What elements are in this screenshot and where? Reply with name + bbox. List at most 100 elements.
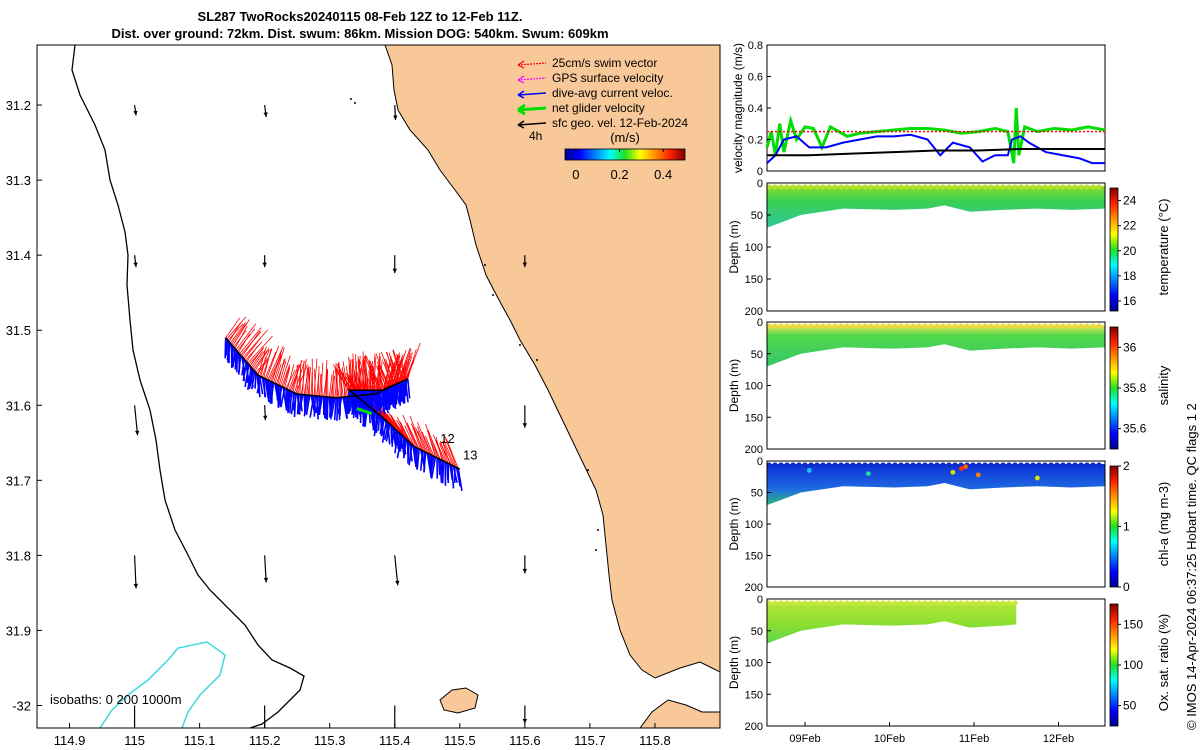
dive-current-vector (363, 405, 369, 428)
surface-dot (1018, 323, 1024, 329)
heatmap-fill (767, 602, 1017, 644)
dive-current-vector (326, 396, 329, 420)
legend-gps-velocity: GPS surface velocity (517, 71, 663, 85)
swim-vector (308, 365, 311, 396)
surface-dot (868, 184, 874, 190)
colorbar-ticks: 0 0.2 0.4 (572, 149, 672, 182)
swim-vector (313, 358, 318, 396)
swim-vector (384, 361, 391, 390)
depth-tick-label: 150 (745, 689, 763, 701)
dive-current-vector (309, 395, 315, 418)
surface-dot (976, 462, 982, 468)
dive-current-vector (293, 393, 297, 418)
surface-dot (886, 184, 892, 190)
surface-dot (862, 462, 868, 468)
swim-vector (386, 413, 407, 440)
swim-vector (274, 363, 282, 384)
dive-current-vector (249, 369, 255, 387)
dive-current-vector (313, 395, 317, 417)
swim-vector (228, 322, 241, 342)
dive-current-vector (437, 458, 441, 476)
colorbar-tick-label: 18 (1123, 269, 1137, 283)
heatmap-fill (767, 325, 1105, 367)
dive-current-vector (375, 413, 380, 434)
swim-vector (280, 355, 291, 387)
surface-dot (778, 184, 784, 190)
colorbar-tick-label: 100 (1123, 658, 1143, 672)
swim-vector (397, 347, 411, 384)
map-y-tick-label: 31.3 (6, 173, 31, 188)
geo-vector-field (133, 104, 528, 728)
swim-vector (235, 323, 257, 351)
swim-vector (358, 355, 361, 391)
surface-dot (934, 184, 940, 190)
swim-vector (267, 346, 284, 381)
colorbar-tick-label: 36 (1123, 340, 1137, 354)
dive-current-vector (256, 376, 262, 394)
small-islands (350, 98, 599, 551)
swim-vector (266, 345, 280, 380)
surface-dot (1042, 184, 1048, 190)
swim-vector (328, 374, 333, 398)
dive-current-vector (277, 386, 283, 407)
map-y-tick-label: 31.2 (6, 98, 31, 113)
colorbar-label: chl-a (mg m-3) (1156, 482, 1171, 567)
surface-dot (1012, 462, 1018, 468)
surface-dot (814, 184, 820, 190)
surface-dot (934, 600, 940, 606)
surface-dot (940, 323, 946, 329)
surface-dot (856, 462, 862, 468)
swim-vector (443, 439, 456, 467)
swim-vector (373, 356, 377, 391)
depth-tick-label: 200 (745, 721, 763, 733)
map-y-tick-label: 31.8 (6, 548, 31, 563)
svg-text:dive-avg current veloc.: dive-avg current veloc. (552, 86, 673, 100)
surface-dot (1006, 600, 1012, 606)
dive-current-vector (383, 422, 390, 441)
map-x-ticks: 114.9 115 115.1 115.2 115.3 115.4 115.5 115.6 11… (54, 723, 671, 748)
title-line-1: SL287 TwoRocks20240115 08-Feb 12Z to 12-… (197, 9, 523, 24)
geo-vector-head (262, 262, 267, 268)
dive-current-vector (377, 414, 381, 431)
swim-vector (294, 361, 305, 393)
dive-current-vector (317, 396, 322, 414)
depth-tick-label: 100 (745, 381, 763, 393)
surface-dot (844, 184, 850, 190)
swim-vector (331, 370, 334, 398)
surface-dot (958, 184, 964, 190)
surface-dot (952, 323, 958, 329)
surface-dot (802, 323, 808, 329)
geo-vector (394, 555, 399, 586)
surface-dot (778, 462, 784, 468)
swim-vector (232, 319, 250, 346)
surface-dot (1084, 184, 1090, 190)
dive-current-vector (225, 339, 228, 356)
swim-vector (402, 361, 410, 382)
swim-vector (264, 351, 277, 379)
swim-vector (302, 360, 305, 395)
surface-dot (784, 462, 790, 468)
depth-tick-label: 0 (757, 456, 763, 468)
chl-hotspot (963, 464, 968, 470)
surface-dot (778, 323, 784, 329)
depth-tick-label: 50 (751, 349, 763, 361)
dive-current-vector (346, 390, 352, 415)
surface-dot (808, 323, 814, 329)
colorbar-label: salinity (1156, 365, 1171, 405)
swim-vector (252, 349, 266, 369)
track-label: 12 (440, 431, 454, 446)
dive-current-vector (265, 379, 270, 399)
surface-dot (994, 184, 1000, 190)
surface-dot (1012, 184, 1018, 190)
surface-dot (1090, 462, 1096, 468)
swim-vector (391, 359, 403, 386)
surface-dot (1072, 462, 1078, 468)
surface-dot (964, 600, 970, 606)
dive-current-vector (275, 383, 279, 401)
swim-vector (260, 356, 267, 377)
surface-dot (970, 462, 976, 468)
colorbar-tick-label: 1 (1123, 520, 1130, 534)
dive-current-vector (455, 467, 462, 487)
surface-dot (916, 600, 922, 606)
surface-dot (904, 184, 910, 190)
